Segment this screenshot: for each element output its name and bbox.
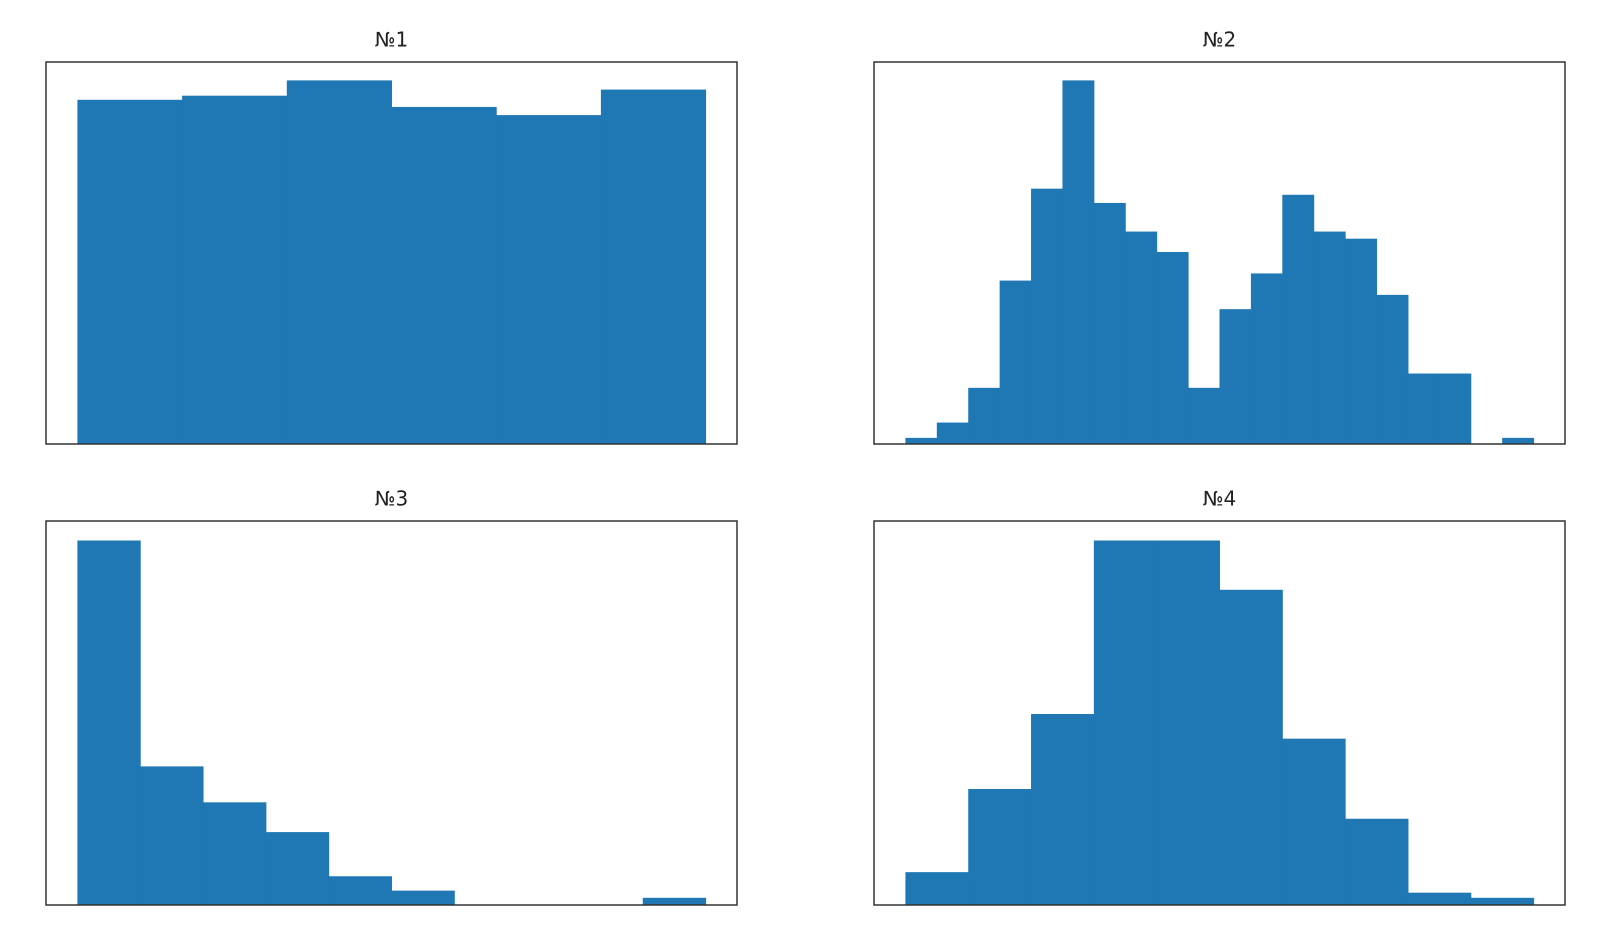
plot-frame — [873, 61, 1566, 445]
bar — [1219, 309, 1252, 444]
bar — [1156, 540, 1220, 905]
chart-title: №2 — [1203, 28, 1237, 52]
bar — [265, 832, 330, 905]
bar — [968, 788, 1032, 905]
bar — [905, 437, 938, 444]
bar — [1219, 589, 1283, 905]
bar — [1062, 80, 1095, 445]
chart-title: №4 — [1203, 487, 1237, 511]
bar — [286, 80, 392, 445]
bar — [1502, 437, 1535, 444]
bar — [496, 115, 602, 444]
bar — [600, 89, 707, 444]
bar — [1407, 373, 1440, 444]
bar — [1282, 738, 1346, 905]
bar — [1470, 897, 1535, 905]
bar — [1407, 892, 1472, 905]
plot-frame — [45, 61, 738, 445]
bar — [1188, 387, 1220, 444]
bar — [1093, 202, 1126, 444]
bar — [182, 95, 288, 445]
bar — [140, 766, 204, 905]
bar — [391, 106, 497, 445]
bar — [1282, 194, 1315, 444]
bar — [77, 540, 141, 905]
plot-frame — [873, 520, 1566, 906]
bar — [1313, 231, 1346, 444]
bar — [905, 872, 969, 905]
bar — [1439, 373, 1472, 444]
bar — [1345, 238, 1378, 444]
bar — [203, 802, 267, 905]
bar — [1125, 231, 1158, 444]
bar — [642, 897, 707, 905]
bar — [936, 422, 969, 444]
bar — [1156, 251, 1189, 444]
plot-frame — [45, 520, 738, 906]
chart-title: №1 — [375, 28, 409, 52]
bar — [77, 99, 183, 444]
chart-title: №3 — [375, 487, 409, 511]
bar — [999, 280, 1032, 444]
bar — [1031, 714, 1095, 905]
bar — [1031, 188, 1063, 444]
bar — [1093, 540, 1158, 905]
bar — [1345, 818, 1409, 905]
bar — [1376, 294, 1409, 444]
bar — [328, 876, 392, 905]
bar — [391, 890, 455, 905]
bar — [968, 387, 1001, 444]
bar — [1250, 273, 1283, 444]
